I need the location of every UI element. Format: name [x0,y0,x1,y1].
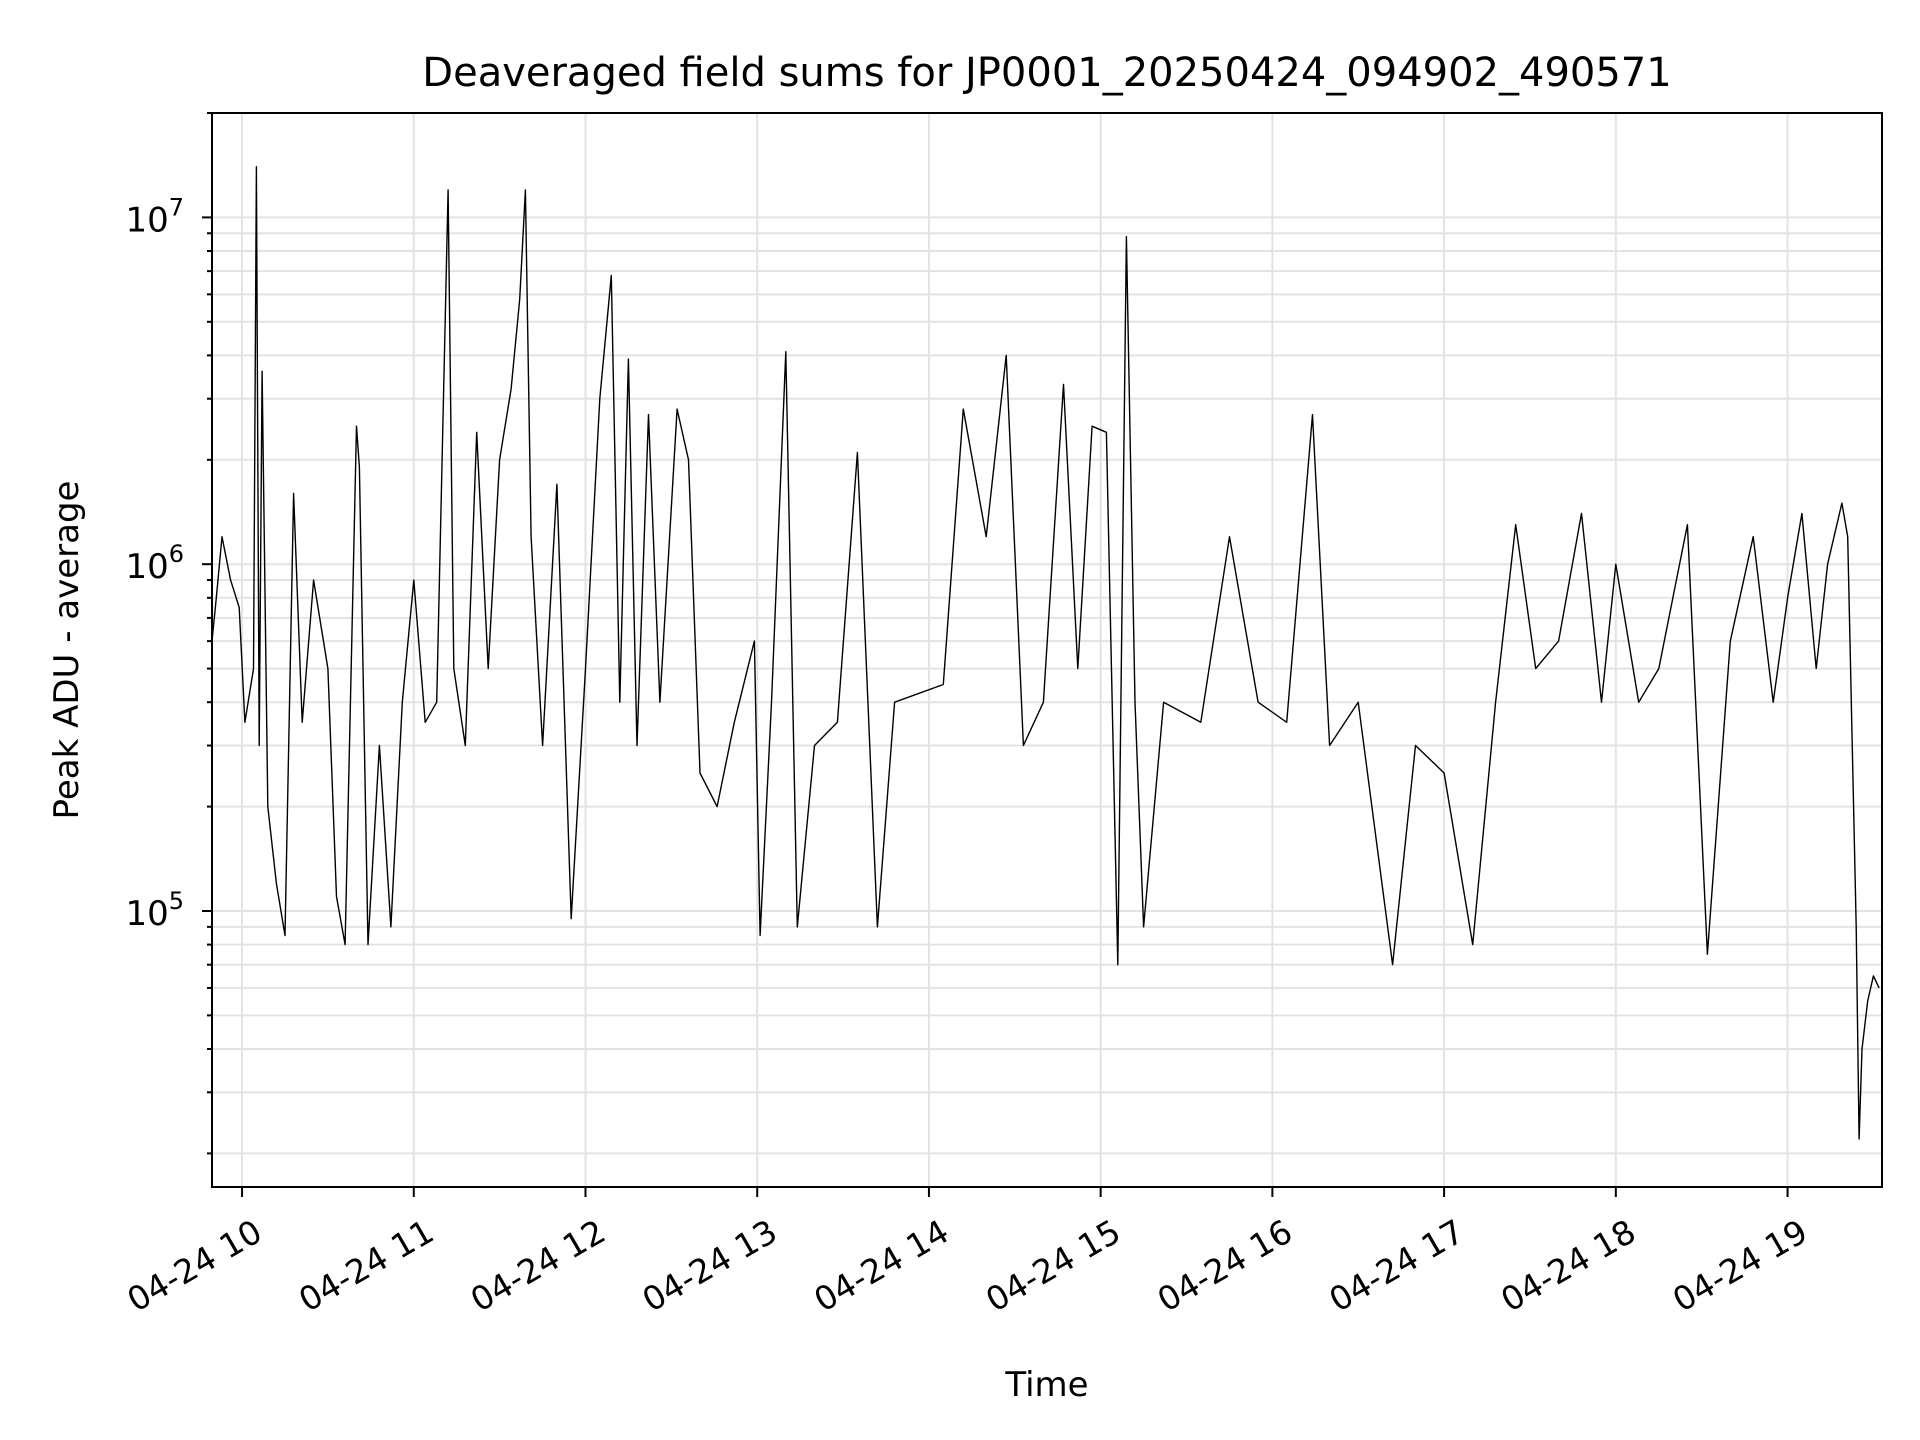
series-line [211,165,1880,1140]
y-tick-base: 10 [125,200,168,240]
y-tick-label: 107 [125,193,184,240]
plot-frame [211,112,1883,1188]
chart-title: Deaveraged field sums for JP0001_2025042… [422,50,1671,96]
x-axis-label: Time [1004,1365,1088,1405]
y-tick-exponent: 7 [169,193,184,221]
y-tick-label: 106 [125,540,184,587]
y-axis-label: Peak ADU - average [47,481,87,820]
y-tick-exponent: 5 [169,887,184,915]
y-tick-exponent: 6 [169,540,184,568]
series-layer [211,165,1880,1140]
y-tick-base: 10 [125,547,168,587]
y-tick-base: 10 [125,894,168,934]
y-tick-label: 105 [125,887,184,934]
